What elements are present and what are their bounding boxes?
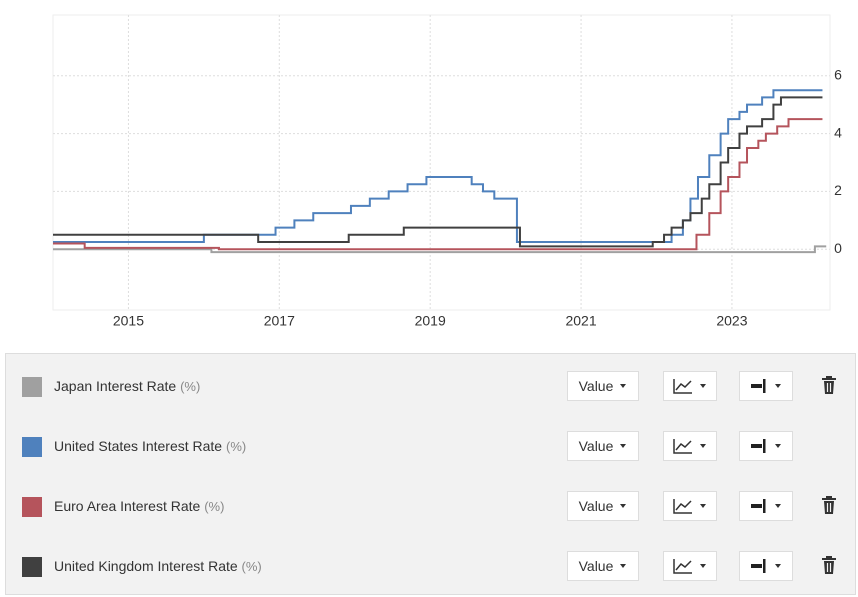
value-dropdown[interactable]: Value (567, 371, 639, 401)
icon (620, 504, 627, 508)
series-label: United Kingdom Interest Rate (54, 558, 238, 574)
value-dropdown[interactable]: Value (567, 491, 639, 521)
series-unit: (%) (180, 379, 201, 394)
x-tick-label: 2017 (264, 313, 295, 329)
color-swatch (22, 557, 42, 577)
x-tick-label: 2021 (565, 313, 596, 329)
series-name: United States Interest Rate (%) (54, 438, 246, 454)
icon (751, 379, 766, 393)
plot-area (52, 14, 831, 311)
axis-dropdown[interactable] (739, 551, 793, 581)
series-label: United States Interest Rate (54, 438, 223, 454)
dropdown-label: Value (578, 438, 614, 454)
series-panel: Japan Interest Rate (%) Value United State… (5, 353, 856, 595)
series-unit: (%) (225, 439, 247, 454)
icon (700, 444, 706, 448)
icon (700, 384, 706, 388)
chart: 0 2 4 6 2015 2017 2019 2021 2023 (52, 14, 842, 329)
series-row: United Kingdom Interest Rate (%) Value (6, 547, 855, 587)
series-name: Euro Area Interest Rate (%) (54, 498, 224, 514)
icon (822, 376, 836, 394)
icon (673, 439, 692, 454)
series-line (53, 118, 823, 251)
delete-button[interactable] (821, 375, 837, 400)
series-row: Euro Area Interest Rate (%) Value (6, 487, 855, 527)
series-label: Japan Interest Rate (54, 378, 177, 394)
icon (751, 439, 766, 453)
color-swatch (22, 377, 42, 397)
icon (751, 559, 766, 573)
icon (620, 564, 627, 568)
series-line (53, 245, 827, 254)
value-dropdown[interactable]: Value (567, 431, 639, 461)
series-unit: (%) (204, 499, 225, 514)
chart-type-dropdown[interactable] (663, 431, 717, 461)
dropdown-label: Value (578, 558, 614, 574)
series-name: United Kingdom Interest Rate (%) (54, 558, 262, 574)
icon (620, 444, 627, 448)
y-tick-label: 6 (834, 66, 842, 82)
x-tick-label: 2023 (716, 313, 747, 329)
series-row: Japan Interest Rate (%) Value (6, 367, 855, 407)
axis-dropdown[interactable] (739, 431, 793, 461)
icon (775, 384, 781, 388)
series-line (53, 96, 823, 248)
icon (673, 559, 692, 574)
icon (775, 444, 781, 448)
color-swatch (22, 497, 42, 517)
x-tick-label: 2015 (113, 313, 144, 329)
icon (822, 496, 836, 514)
series-name: Japan Interest Rate (%) (54, 378, 200, 394)
axis-dropdown[interactable] (739, 491, 793, 521)
color-swatch (22, 437, 42, 457)
chart-type-dropdown[interactable] (663, 371, 717, 401)
icon (673, 379, 692, 394)
y-tick-label: 0 (834, 240, 842, 256)
icon (751, 499, 766, 513)
chart-type-dropdown[interactable] (663, 491, 717, 521)
delete-button[interactable] (821, 555, 837, 580)
icon (700, 504, 706, 508)
series-line (53, 89, 823, 244)
icon (775, 504, 781, 508)
icon (620, 384, 627, 388)
icon (673, 499, 692, 514)
dropdown-label: Value (578, 498, 614, 514)
series-unit: (%) (241, 559, 262, 574)
delete-button[interactable] (821, 495, 837, 520)
icon (700, 564, 706, 568)
icon (822, 556, 836, 574)
value-dropdown[interactable]: Value (567, 551, 639, 581)
y-tick-label: 4 (834, 124, 842, 140)
x-tick-label: 2019 (415, 313, 446, 329)
axis-dropdown[interactable] (739, 371, 793, 401)
series-label: Euro Area Interest Rate (54, 498, 201, 514)
dropdown-label: Value (578, 378, 614, 394)
y-tick-label: 2 (834, 182, 842, 198)
icon (775, 564, 781, 568)
chart-type-dropdown[interactable] (663, 551, 717, 581)
series-row: United States Interest Rate (%) Value (6, 427, 855, 467)
